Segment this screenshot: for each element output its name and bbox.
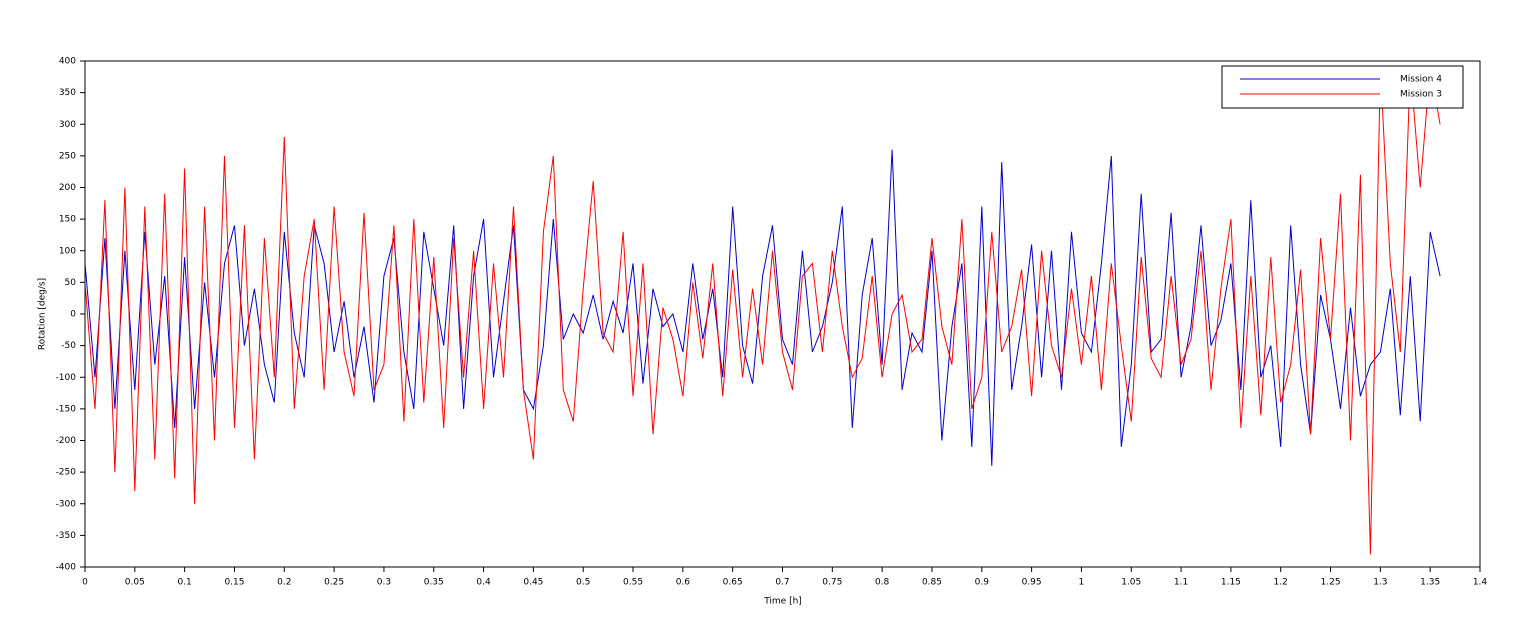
x-tick-label: 0.3	[377, 578, 391, 588]
y-tick-label: -400	[56, 563, 77, 573]
x-tick-label: 0.55	[623, 578, 643, 588]
y-tick-label: -250	[56, 468, 77, 478]
x-tick-label: 0.7	[775, 578, 789, 588]
y-tick-label: 200	[59, 183, 76, 193]
y-tick-label: -100	[56, 373, 77, 383]
y-tick-label: -350	[56, 531, 77, 541]
x-tick-label: 0.25	[324, 578, 344, 588]
x-axis-label: Time [h]	[763, 597, 802, 607]
plot-area	[84, 60, 1481, 568]
y-tick-label: -200	[56, 436, 77, 446]
x-tick-label: 1	[1079, 578, 1085, 588]
y-tick-label: 250	[59, 151, 76, 161]
x-tick-label: 0.85	[922, 578, 942, 588]
x-tick-label: 0.2	[277, 578, 291, 588]
x-tick-label: 0.45	[523, 578, 543, 588]
y-tick-label: -150	[56, 404, 77, 414]
y-tick-label: -300	[56, 499, 77, 509]
x-tick-label: 1.35	[1420, 578, 1440, 588]
y-tick-label: 400	[59, 57, 76, 67]
y-tick-label: 300	[59, 120, 76, 130]
x-tick-label: 1.2	[1274, 578, 1288, 588]
x-tick-label: 0.6	[676, 578, 691, 588]
legend-box	[1221, 65, 1464, 109]
x-tick-label: 1.3	[1373, 578, 1387, 588]
series-lines	[85, 67, 1441, 555]
x-tick-label: 0.65	[723, 578, 743, 588]
x-tick-label: 0	[82, 578, 88, 588]
x-tick-label: 0.5	[576, 578, 590, 588]
x-tick-label: 1.05	[1121, 578, 1141, 588]
x-tick-label: 1.1	[1174, 578, 1188, 588]
x-tick-label: 1.15	[1221, 578, 1241, 588]
y-tick-label: 100	[59, 246, 76, 256]
y-tick-label: 350	[59, 88, 76, 98]
y-axis-label: Rotation [deg/s]	[38, 278, 48, 350]
y-tick-label: 150	[59, 215, 76, 225]
x-tick-label: 0.95	[1022, 578, 1042, 588]
x-tick-label: 1.25	[1321, 578, 1341, 588]
x-tick-label: 0.35	[424, 578, 444, 588]
x-tick-label: 0.15	[224, 578, 244, 588]
x-tick-label: 0.8	[875, 578, 890, 588]
x-tick-label: 0.4	[476, 578, 491, 588]
legend-label: Mission 3	[1400, 90, 1442, 100]
legend-label: Mission 4	[1400, 75, 1442, 85]
x-tick-label: 0.1	[177, 578, 191, 588]
series-line	[85, 67, 1441, 555]
x-tick-label: 0.05	[125, 578, 145, 588]
series-line	[85, 149, 1441, 466]
x-tick-label: 0.9	[975, 578, 990, 588]
x-tick-label: 1.4	[1473, 578, 1488, 588]
y-tick-label: -50	[61, 341, 76, 351]
y-tick-label: 50	[65, 278, 77, 288]
y-tick-label: 0	[70, 310, 76, 320]
x-tick-label: 0.75	[822, 578, 842, 588]
